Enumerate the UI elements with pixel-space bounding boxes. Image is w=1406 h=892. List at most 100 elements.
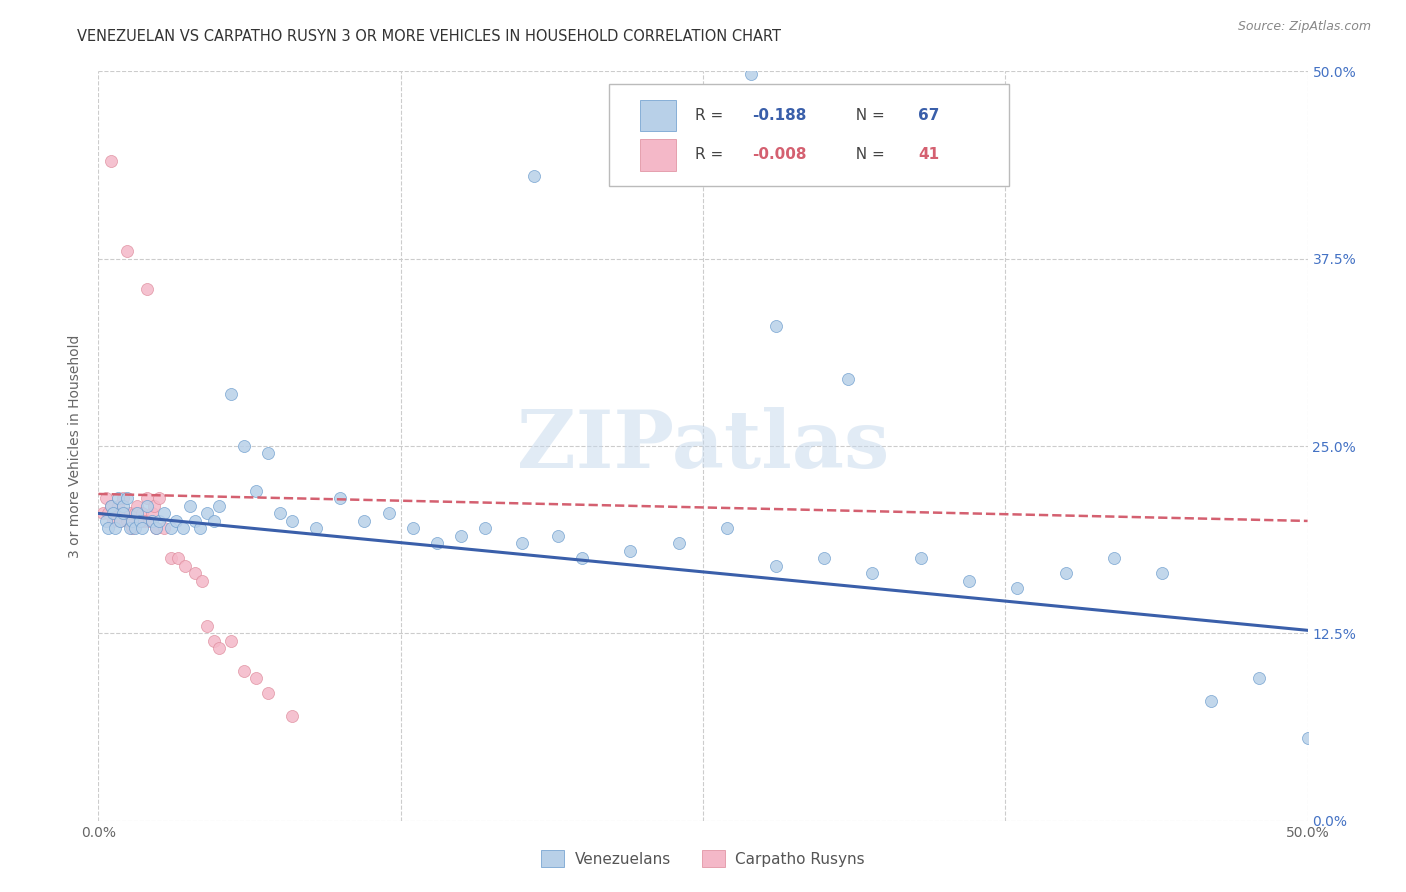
Point (131, 521, 153, 535)
Point (195, 507, 218, 521)
Point (305, 521, 328, 535)
Text: -0.188: -0.188 (752, 108, 807, 123)
Point (101, 507, 124, 521)
Text: R =: R = (695, 147, 728, 162)
Point (957, 574, 980, 588)
Point (160, 551, 183, 566)
Point (281, 514, 304, 528)
Point (131, 507, 153, 521)
Point (1296, 731, 1319, 746)
Point (1199, 694, 1222, 708)
Point (128, 514, 150, 528)
Point (167, 551, 190, 566)
Point (117, 491, 139, 506)
Point (256, 446, 278, 460)
FancyBboxPatch shape (609, 84, 1010, 186)
Point (152, 507, 174, 521)
Point (208, 641, 231, 656)
Point (138, 514, 160, 528)
Point (195, 619, 218, 633)
Point (101, 514, 124, 528)
Point (1249, 671, 1271, 685)
Point (121, 514, 143, 528)
Text: Source: ZipAtlas.com: Source: ZipAtlas.com (1237, 20, 1371, 33)
Point (269, 507, 291, 521)
Point (124, 521, 146, 535)
Point (740, 67, 762, 81)
Point (127, 507, 149, 521)
Point (1102, 551, 1125, 566)
Point (97, 507, 120, 521)
Point (127, 499, 149, 513)
Point (837, 371, 859, 385)
Point (114, 507, 136, 521)
Point (135, 499, 157, 513)
Point (111, 491, 134, 506)
Point (232, 439, 254, 453)
Point (148, 491, 170, 506)
Point (256, 686, 278, 700)
Point (141, 514, 163, 528)
Point (111, 499, 134, 513)
Point (281, 708, 304, 723)
Point (1007, 582, 1029, 596)
Text: N =: N = (845, 147, 890, 162)
Point (510, 536, 533, 550)
Point (1054, 566, 1077, 581)
Bar (640, 100, 676, 131)
Point (117, 244, 139, 259)
Point (141, 507, 163, 521)
Point (94, 491, 117, 506)
Point (221, 386, 243, 401)
Point (619, 544, 641, 558)
Point (204, 633, 226, 648)
Point (208, 499, 231, 513)
Point (426, 536, 449, 550)
Point (668, 536, 690, 550)
Point (117, 514, 139, 528)
Text: -0.008: -0.008 (752, 147, 807, 162)
Point (143, 499, 166, 513)
Point (118, 521, 141, 535)
Point (245, 671, 267, 685)
Point (377, 507, 399, 521)
Point (165, 514, 187, 528)
Point (124, 507, 146, 521)
Text: N =: N = (845, 108, 890, 123)
Point (128, 514, 150, 528)
Point (97, 521, 120, 535)
Point (1152, 566, 1174, 581)
Point (184, 566, 207, 581)
Text: 41: 41 (918, 147, 939, 162)
Point (160, 521, 183, 535)
Point (108, 514, 131, 528)
Point (329, 491, 352, 506)
Point (188, 521, 211, 535)
Point (450, 529, 472, 543)
Point (104, 507, 127, 521)
Point (179, 499, 201, 513)
Point (121, 521, 143, 535)
Point (765, 319, 787, 334)
Point (145, 521, 167, 535)
Point (523, 169, 546, 184)
Point (111, 507, 134, 521)
Bar (640, 139, 676, 170)
Point (860, 566, 883, 581)
Point (152, 521, 174, 535)
Point (571, 551, 593, 566)
Point (765, 558, 787, 573)
Text: ZIPatlas: ZIPatlas (517, 407, 889, 485)
Point (148, 514, 170, 528)
Point (353, 514, 375, 528)
Point (118, 507, 141, 521)
Point (813, 551, 835, 566)
Y-axis label: 3 or more Vehicles in Household: 3 or more Vehicles in Household (69, 334, 83, 558)
Point (100, 499, 122, 513)
Point (547, 529, 569, 543)
Point (107, 491, 129, 506)
Text: 67: 67 (918, 108, 939, 123)
Point (174, 558, 197, 573)
Point (172, 521, 194, 535)
Point (134, 514, 156, 528)
